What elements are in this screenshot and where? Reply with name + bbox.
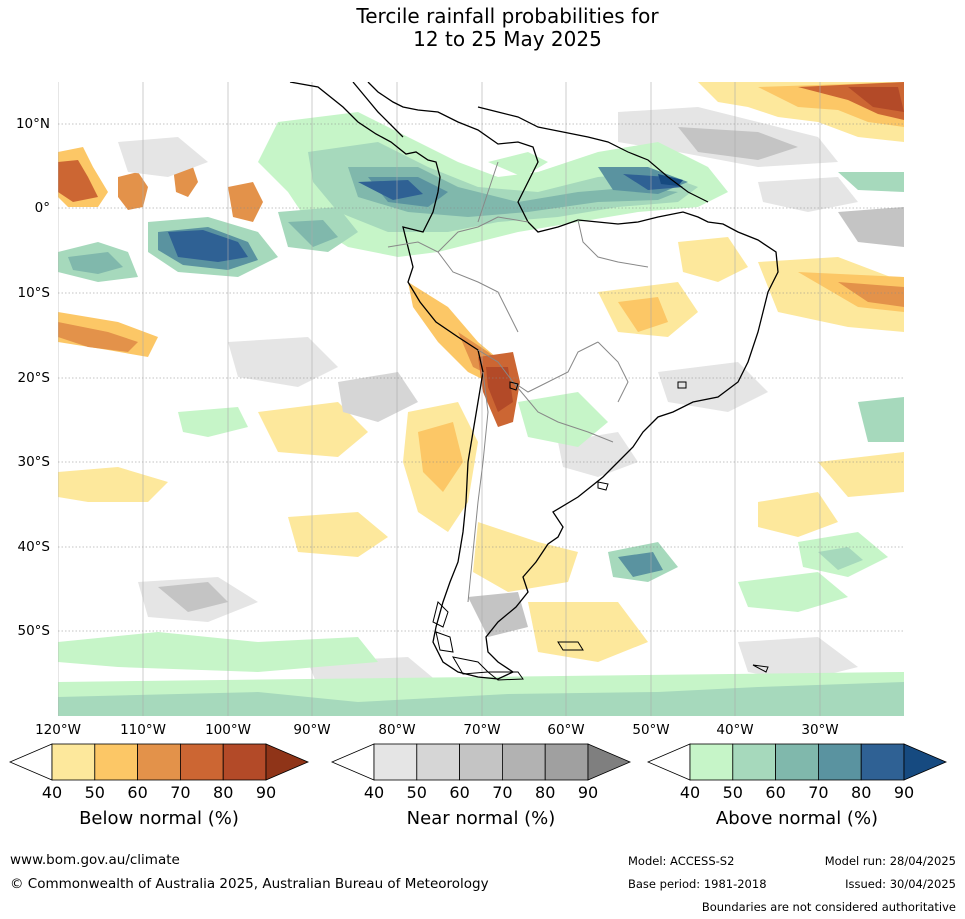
copyright-text: © Commonwealth of Australia 2025, Austra… (10, 876, 489, 892)
lon-label-60w: 60°W (547, 722, 585, 738)
above-colorbar-tick-label: 80 (851, 783, 872, 802)
above-colorbar-tick-label: 60 (765, 783, 786, 802)
near-colorbar-tick-label: 40 (363, 783, 385, 802)
colorbars (8, 743, 948, 781)
disclaimer-text: Boundaries are not considered authoritat… (701, 900, 956, 914)
probability-map (58, 82, 904, 716)
lon-label-100w: 100°W (205, 722, 251, 738)
model-text: Model: ACCESS-S2 (628, 854, 735, 868)
above-colorbar-tick-label: 70 (808, 783, 829, 802)
below-normal-title: Below normal (%) (79, 808, 239, 829)
graticule (58, 123, 904, 632)
probability-map-canvas (58, 82, 904, 716)
lon-label-40w: 40°W (716, 722, 754, 738)
near-colorbar-low-end (330, 743, 375, 781)
near-colorbar-segment (416, 743, 460, 781)
near-colorbar-segment (373, 743, 418, 781)
near-colorbar-tick-label: 80 (535, 783, 556, 802)
above-colorbar-segment (775, 743, 819, 781)
below-colorbar-low-end (8, 743, 53, 781)
lon-label-70w: 70°W (463, 722, 501, 738)
near-colorbar-tick-label: 90 (577, 783, 599, 802)
below-normal-patches (58, 82, 904, 662)
above-colorbar-segment (860, 743, 905, 781)
lon-label-90w: 90°W (293, 722, 331, 738)
near-colorbar-segment (501, 743, 546, 781)
central-america-coast (352, 82, 404, 138)
lon-label-30w: 30°W (801, 722, 839, 738)
issued-text: Issued: 30/04/2025 (845, 877, 956, 891)
lon-label-120w: 120°W (35, 722, 81, 738)
lat-label-20s: 20°S (17, 370, 51, 386)
below-colorbar-high-end (265, 743, 310, 781)
lat-label-30s: 30°S (17, 454, 51, 470)
base-period-text: Base period: 1981-2018 (628, 877, 767, 891)
below-colorbar-segment (137, 743, 181, 781)
coastline (289, 82, 779, 680)
model-run-text: Model run: 28/04/2025 (824, 854, 956, 868)
above-colorbar-segment (732, 743, 776, 781)
below-colorbar-segment (179, 743, 224, 781)
colorbar-above-normal (646, 743, 948, 781)
near-colorbar-tick-label: 50 (406, 783, 427, 802)
below-colorbar-tick-label: 70 (170, 783, 191, 802)
below-colorbar-segment (51, 743, 96, 781)
above-colorbar-tick-label: 90 (893, 783, 915, 802)
lat-label-40s: 40°S (17, 539, 51, 555)
below-colorbar-tick-label: 50 (84, 783, 105, 802)
map-title-line-1: Tercile rainfall probabilities for (356, 4, 659, 28)
colorbar-near-normal (330, 743, 632, 781)
near-normal-title: Near normal (%) (406, 808, 556, 829)
lon-label-80w: 80°W (378, 722, 416, 738)
below-colorbar-tick-label: 40 (41, 783, 63, 802)
lakes (509, 381, 609, 491)
lat-label-10n: 10°N (15, 116, 50, 132)
lon-label-110w: 110°W (120, 722, 166, 738)
below-colorbar-tick-label: 60 (127, 783, 148, 802)
below-colorbar-tick-label: 90 (255, 783, 277, 802)
map-title-line-2: 12 to 25 May 2025 (413, 27, 602, 51)
above-normal-patches (58, 112, 904, 716)
near-colorbar-segment (544, 743, 589, 781)
near-colorbar-high-end (587, 743, 632, 781)
lat-label-10s: 10°S (17, 285, 51, 301)
near-colorbar-segment (459, 743, 503, 781)
below-colorbar-segment (94, 743, 139, 781)
near-colorbar-tick-label: 60 (449, 783, 470, 802)
above-colorbar-tick-label: 50 (722, 783, 743, 802)
above-colorbar-tick-label: 40 (679, 783, 701, 802)
southern-islands (432, 381, 769, 681)
country-borders (387, 161, 649, 603)
website-link[interactable]: www.bom.gov.au/climate (10, 852, 180, 868)
caribbean-coast (477, 106, 709, 203)
lat-label-50s: 50°S (17, 623, 51, 639)
near-colorbar-tick-label: 70 (492, 783, 513, 802)
lon-label-50w: 50°W (632, 722, 670, 738)
above-colorbar-high-end (903, 743, 948, 781)
lat-label-equator: 0° (34, 200, 50, 216)
below-colorbar-tick-label: 80 (213, 783, 234, 802)
above-normal-title: Above normal (%) (715, 808, 879, 829)
above-colorbar-segment (818, 743, 862, 781)
below-colorbar-segment (222, 743, 267, 781)
colorbar-below-normal (8, 743, 310, 781)
meridians (58, 82, 821, 716)
above-colorbar-segment (689, 743, 734, 781)
above-colorbar-low-end (646, 743, 691, 781)
